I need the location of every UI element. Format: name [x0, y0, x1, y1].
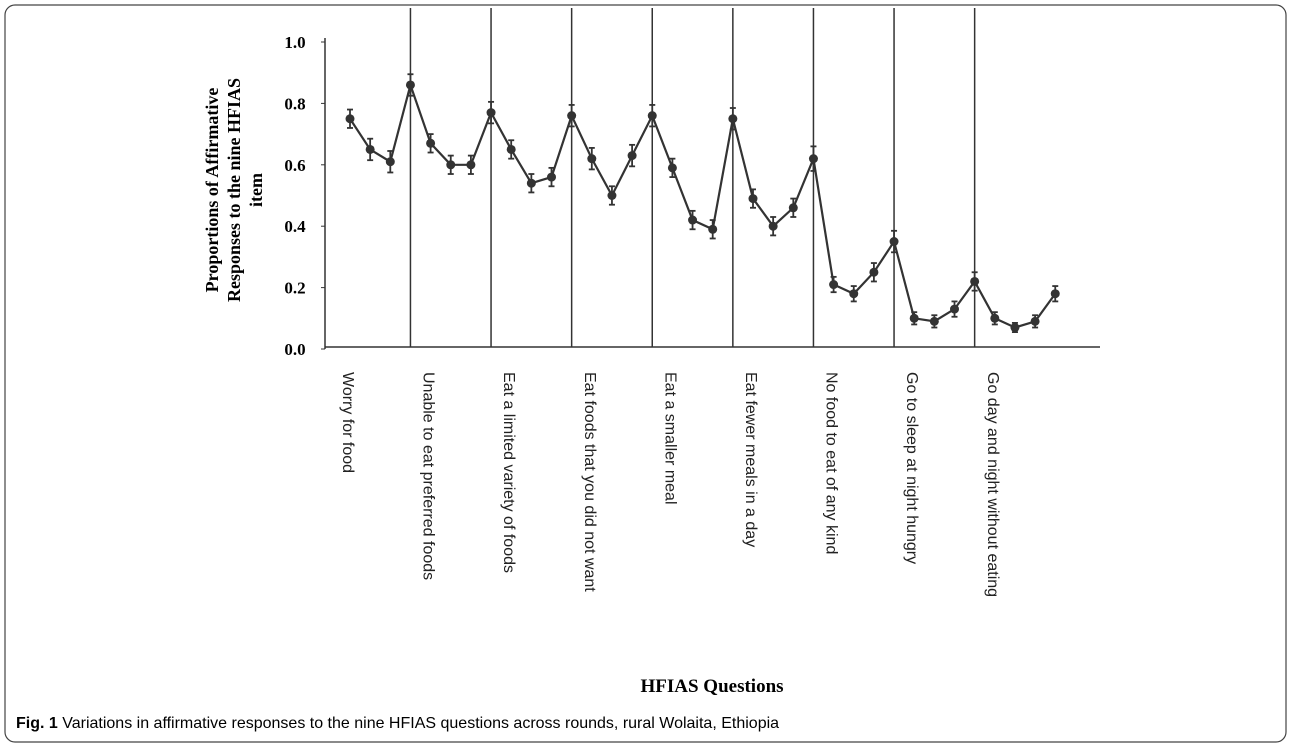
- data-point: [446, 160, 456, 170]
- data-point: [808, 154, 818, 164]
- y-tick-label: 1.0: [284, 33, 305, 52]
- y-axis-title-line: Responses to the nine HFIAS: [224, 78, 244, 302]
- data-point: [385, 157, 395, 167]
- x-tick-label: Eat foods that you did not want: [581, 372, 598, 592]
- data-point: [788, 203, 798, 213]
- data-point: [567, 111, 577, 121]
- data-point: [708, 224, 718, 234]
- y-tick-label: 0.6: [284, 156, 305, 175]
- data-point: [607, 191, 617, 200]
- data-point: [950, 304, 959, 314]
- data-point: [1010, 323, 1020, 333]
- x-tick-label: Go day and night without eating: [984, 372, 1001, 597]
- data-point: [990, 313, 1000, 323]
- x-tick-label: Eat fewer meals in a day: [742, 372, 759, 547]
- x-tick-label: Eat a limited variety of foods: [500, 372, 517, 573]
- data-point: [647, 111, 657, 121]
- data-point: [909, 313, 919, 323]
- data-point: [728, 114, 738, 124]
- data-point: [345, 114, 355, 124]
- data-point: [587, 154, 597, 164]
- y-axis-title-line: item: [246, 173, 266, 207]
- data-point: [405, 80, 415, 90]
- caption-label: Fig. 1: [16, 715, 58, 732]
- data-point: [768, 221, 778, 231]
- x-tick-label: Go to sleep at night hungry: [903, 372, 920, 564]
- data-point: [688, 215, 698, 225]
- data-point: [748, 194, 758, 204]
- data-point: [426, 138, 436, 148]
- data-point: [1050, 289, 1060, 299]
- y-tick-label: 0.4: [284, 217, 306, 236]
- data-point: [889, 237, 899, 247]
- data-point: [466, 160, 476, 170]
- x-axis-title: HFIAS Questions: [640, 676, 783, 697]
- x-tick-label: Unable to eat preferred foods: [420, 372, 437, 580]
- y-tick-label: 0.0: [284, 340, 305, 359]
- data-point: [365, 144, 375, 154]
- x-tick-label: Eat a smaller meal: [661, 372, 678, 505]
- caption-text: Variations in affirmative responses to t…: [62, 715, 779, 732]
- y-tick-label: 0.2: [284, 279, 305, 298]
- y-axis-title-line: Proportions of Affirmative: [202, 88, 222, 293]
- x-tick-label: Worry for food: [339, 372, 356, 473]
- data-point: [929, 316, 939, 326]
- y-axis-title: Proportions of Affirmative Responses to t…: [202, 78, 266, 302]
- caption: Fig. 1 Variations in affirmative respons…: [16, 715, 779, 732]
- data-point: [869, 267, 879, 277]
- data-point: [486, 108, 496, 118]
- data-point: [547, 172, 556, 182]
- data-point: [627, 151, 637, 161]
- y-tick-label: 0.8: [284, 94, 305, 113]
- data-point: [1030, 316, 1040, 326]
- data-point: [526, 178, 536, 188]
- data-point: [849, 289, 859, 299]
- data-point: [506, 144, 516, 154]
- figure-frame: [4, 4, 1287, 743]
- data-point: [829, 280, 839, 290]
- data-line: [349, 81, 1057, 329]
- x-tick-label: No food to eat of any kind: [823, 372, 840, 554]
- data-point: [667, 163, 677, 173]
- data-point: [970, 276, 980, 286]
